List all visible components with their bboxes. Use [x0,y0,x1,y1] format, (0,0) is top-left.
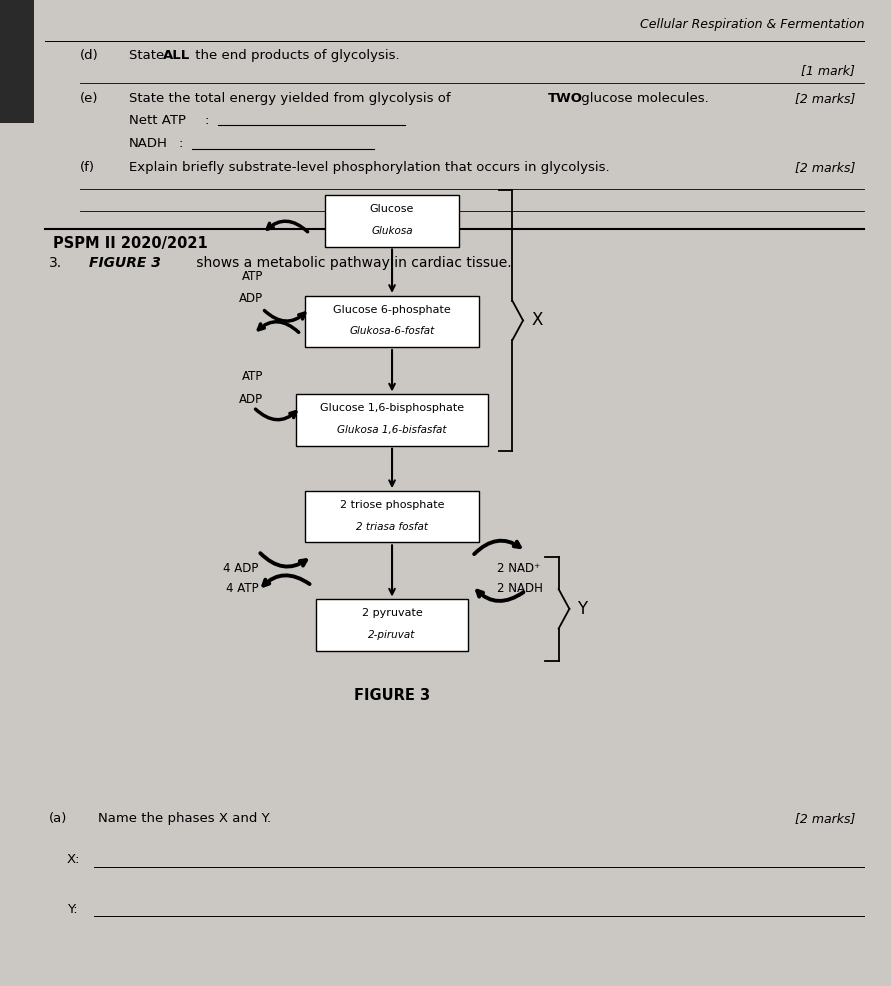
Text: 2 NADH: 2 NADH [497,582,543,596]
Text: Name the phases X and Y.: Name the phases X and Y. [98,811,271,825]
FancyBboxPatch shape [305,491,479,542]
Text: ATP: ATP [241,370,263,384]
Text: State: State [129,48,168,62]
Text: State the total energy yielded from glycolysis of: State the total energy yielded from glyc… [129,92,455,106]
Text: Y: Y [577,599,587,618]
Text: [2 marks]: [2 marks] [795,92,855,106]
Text: NADH: NADH [129,137,168,151]
Text: ATP: ATP [241,269,263,283]
Text: X: X [532,312,544,329]
Text: Glucose: Glucose [370,204,414,214]
Text: 4 ATP: 4 ATP [225,582,258,596]
Text: PSPM II 2020/2021: PSPM II 2020/2021 [53,236,208,251]
Text: shows a metabolic pathway in cardiac tissue.: shows a metabolic pathway in cardiac tis… [192,256,511,270]
Text: Nett ATP: Nett ATP [129,113,186,127]
Text: the end products of glycolysis.: the end products of glycolysis. [191,48,399,62]
Text: ADP: ADP [239,292,263,306]
FancyBboxPatch shape [325,195,459,246]
Text: Glukosa-6-fosfat: Glukosa-6-fosfat [349,326,435,336]
Text: FIGURE 3: FIGURE 3 [354,687,430,703]
Text: 4 ADP: 4 ADP [223,562,258,576]
Text: [1 mark]: [1 mark] [802,64,855,78]
Text: Glucose 1,6-bisphosphate: Glucose 1,6-bisphosphate [320,403,464,413]
Text: :: : [178,137,183,151]
Text: (d): (d) [80,48,99,62]
Text: Glukosa 1,6-bisfasfat: Glukosa 1,6-bisfasfat [338,425,446,435]
Text: 2 pyruvate: 2 pyruvate [362,608,422,618]
Text: Glucose 6-phosphate: Glucose 6-phosphate [333,305,451,315]
FancyBboxPatch shape [296,394,488,446]
Text: [2 marks]: [2 marks] [795,811,855,825]
Text: Glukosa: Glukosa [372,226,413,236]
Text: ADP: ADP [239,392,263,406]
Text: (e): (e) [80,92,99,106]
Text: [2 marks]: [2 marks] [795,161,855,175]
Text: 2 triose phosphate: 2 triose phosphate [339,500,445,510]
Text: X:: X: [67,853,80,867]
Text: 2 triasa fosfat: 2 triasa fosfat [356,522,428,531]
Text: ALL: ALL [163,48,191,62]
Text: 2-piruvat: 2-piruvat [368,630,416,640]
FancyBboxPatch shape [316,599,468,651]
Text: (a): (a) [49,811,68,825]
Text: Y:: Y: [67,902,78,916]
FancyBboxPatch shape [305,296,479,347]
Text: 3.: 3. [49,256,62,270]
Text: TWO: TWO [548,92,583,106]
Text: glucose molecules.: glucose molecules. [577,92,709,106]
Text: (f): (f) [80,161,95,175]
Text: Explain briefly substrate-level phosphorylation that occurs in glycolysis.: Explain briefly substrate-level phosphor… [129,161,609,175]
Text: FIGURE 3: FIGURE 3 [89,256,161,270]
Text: :: : [205,113,209,127]
Text: Cellular Respiration & Fermentation: Cellular Respiration & Fermentation [640,18,864,32]
Text: 2 NAD⁺: 2 NAD⁺ [497,562,541,576]
